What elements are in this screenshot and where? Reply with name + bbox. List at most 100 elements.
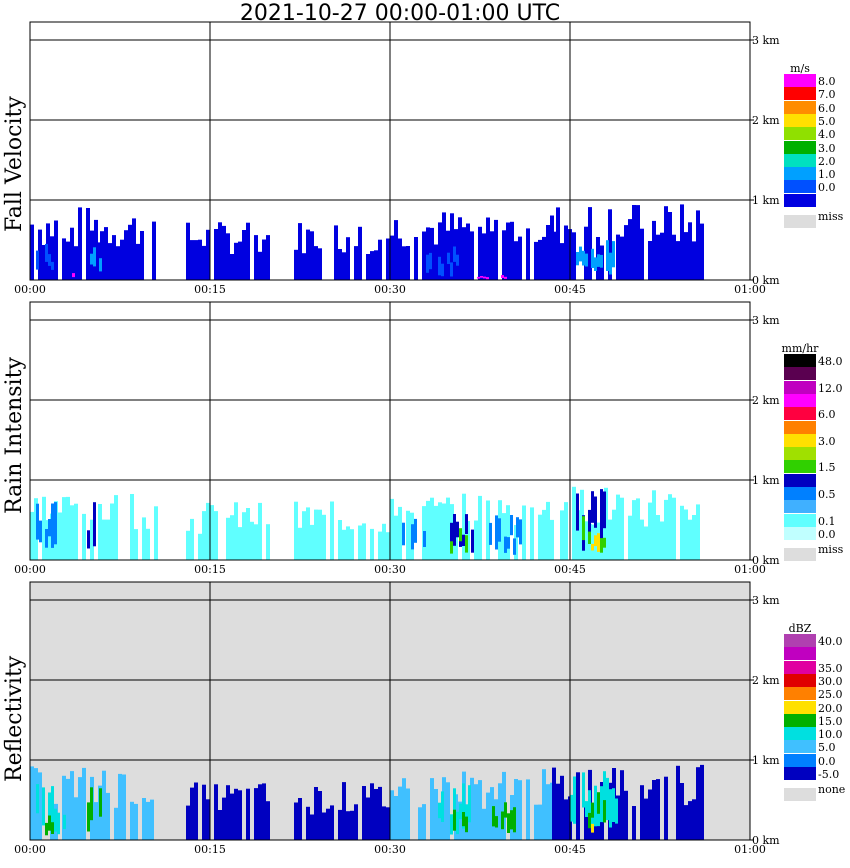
echo-column-main [310, 524, 314, 560]
echo-column-main [346, 811, 350, 840]
colorbar-swatch [784, 526, 816, 540]
echo-column-main [122, 774, 126, 840]
colorbar-label: 5.0 [818, 741, 836, 755]
echo-column-main [124, 230, 128, 280]
echo-column-accent [588, 531, 591, 544]
echo-column-accent [57, 812, 60, 835]
echo-column-main [628, 219, 632, 280]
echo-column-accent [36, 250, 39, 270]
echo-column-main [238, 241, 242, 280]
colorbar-label: 48.0 [818, 355, 843, 368]
echo-column-main [66, 496, 70, 560]
echo-column-main [78, 207, 82, 280]
x-tick-label: 00:30 [374, 843, 406, 856]
echo-column-main [362, 786, 366, 840]
echo-column-main [206, 799, 210, 840]
echo-column-main [684, 805, 688, 840]
echo-column-main [86, 208, 90, 280]
echo-column-accent [54, 502, 57, 545]
echo-column-main [154, 506, 158, 560]
echo-column-accent [99, 258, 102, 272]
echo-column-main [398, 786, 402, 840]
echo-column-main [530, 507, 534, 560]
echo-column-main [552, 231, 556, 280]
echo-column-main [258, 251, 262, 280]
echo-column-accent [597, 792, 600, 814]
colorbar-label: 0.0 [818, 181, 836, 195]
echo-column-main [572, 486, 576, 560]
echo-column-accent [600, 538, 603, 553]
echo-column-main [482, 233, 486, 280]
echo-column-main [370, 528, 374, 560]
echo-column-main [546, 784, 550, 840]
echo-column-main [442, 503, 446, 560]
colorbar-swatch [784, 767, 816, 780]
echo-column-main [30, 224, 34, 280]
echo-column-accent [609, 252, 612, 275]
echo-column-main [386, 532, 390, 560]
echo-column-accent [600, 254, 603, 268]
echo-column-main [142, 798, 146, 840]
echo-column-main [266, 524, 270, 560]
echo-column-main [96, 242, 100, 280]
echo-column-accent [72, 273, 75, 278]
echo-column-main [450, 213, 454, 280]
echo-column-main [302, 253, 306, 280]
y-tick-label: 3 km [752, 34, 780, 47]
echo-column-accent [453, 809, 456, 831]
echo-column-accent [504, 802, 507, 818]
echo-column-main [246, 788, 250, 840]
echo-column-accent [615, 798, 618, 824]
echo-column-main [542, 509, 546, 560]
colorbar-swatch [784, 100, 816, 114]
echo-column-accent [585, 801, 588, 817]
echo-column-main [518, 780, 522, 840]
echo-column-main [120, 239, 124, 280]
echo-column-main [542, 769, 546, 840]
echo-column-main [314, 787, 318, 840]
echo-column-main [142, 517, 146, 560]
echo-column-main [128, 224, 132, 280]
colorbar-label: 8.0 [818, 75, 836, 88]
colorbar-label: 1.0 [818, 168, 836, 182]
echo-column-main [226, 517, 230, 560]
echo-column-main [672, 497, 676, 560]
echo-column-main [486, 217, 490, 280]
colorbar-swatch [784, 393, 816, 407]
echo-column-accent [594, 257, 597, 271]
echo-column-accent [402, 522, 405, 546]
colorbar-swatch [784, 487, 816, 500]
echo-column-accent [603, 771, 606, 813]
echo-column-main [478, 780, 482, 840]
echo-column-accent [48, 254, 51, 266]
echo-column-main [354, 246, 358, 280]
echo-column-main [648, 789, 652, 840]
echo-column-main [584, 804, 588, 840]
echo-column-main [390, 498, 394, 560]
echo-column-accent [612, 788, 615, 822]
echo-column-main [394, 515, 398, 560]
echo-column-accent [591, 823, 594, 833]
echo-column-main [470, 231, 474, 280]
echo-column-accent [429, 252, 432, 270]
echo-column-main [620, 497, 624, 560]
colorbar-swatch [784, 367, 816, 381]
echo-column-accent [591, 802, 594, 818]
echo-column-main [338, 249, 342, 280]
echo-column-accent [459, 528, 462, 542]
echo-column-main [132, 218, 136, 280]
echo-column-accent [456, 811, 459, 835]
echo-column-main [482, 808, 486, 840]
echo-column-main [306, 229, 310, 280]
echo-column-main [576, 772, 580, 840]
colorbar-swatch [784, 74, 816, 87]
echo-column-main [254, 524, 258, 560]
echo-column-main [576, 510, 580, 560]
echo-column-main [518, 236, 522, 280]
plot-frame [29, 21, 751, 281]
echo-column-accent [513, 538, 516, 555]
colorbar-swatch [784, 447, 816, 461]
echo-column-main [486, 500, 490, 560]
echo-column-main [186, 530, 190, 560]
echo-column-main [322, 514, 326, 560]
